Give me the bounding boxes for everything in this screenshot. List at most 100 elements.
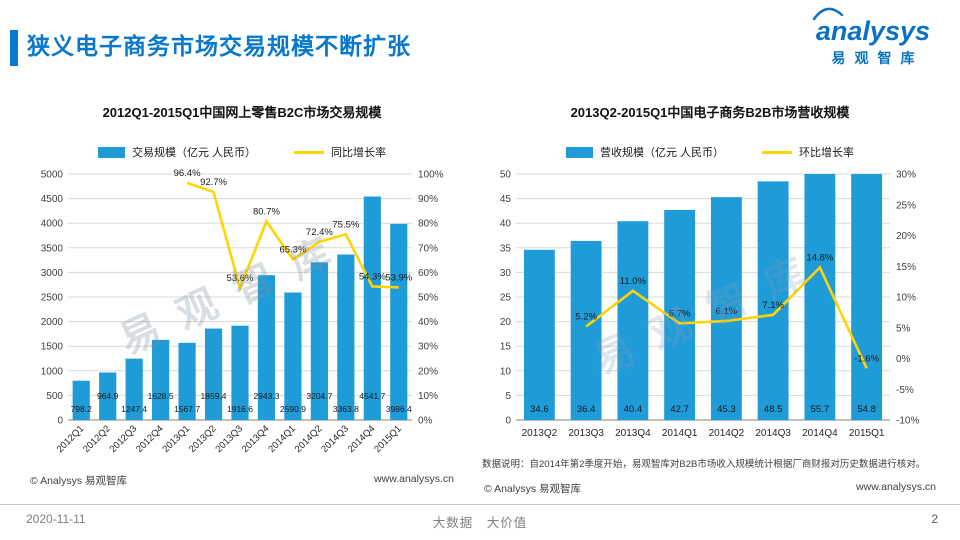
line-legend-label: 同比增长率 <box>331 147 387 159</box>
line-value-label: 14.8% <box>806 252 833 263</box>
bar-2012Q3 <box>125 358 143 420</box>
bar-value-label: 45.3 <box>717 404 736 415</box>
bar-2013Q3 <box>570 240 602 420</box>
left-tick-label: 30 <box>500 268 512 279</box>
right-tick-label: 50% <box>418 293 438 304</box>
bar-2012Q4 <box>152 339 170 420</box>
left-tick-label: 4000 <box>41 219 64 230</box>
line-value-label: 11.0% <box>620 276 647 287</box>
bar-legend-label: 交易规模（亿元 人民币） <box>131 147 257 159</box>
x-tick-label: 2015Q1 <box>849 428 885 439</box>
bar-legend-label: 营收规模（亿元 人民币） <box>599 147 725 159</box>
line-value-label: 53.9% <box>385 272 412 283</box>
bar-2013Q3 <box>231 325 249 420</box>
logo-swoosh-icon <box>812 7 844 21</box>
x-tick-label: 2012Q3 <box>108 423 140 455</box>
bar-2014Q3 <box>757 181 789 420</box>
bar-value-label: 1859.4 <box>201 391 227 401</box>
copyright-text: © Analysys 易观智库 <box>30 475 128 487</box>
footer-divider <box>0 504 960 505</box>
line-value-label: 65.3% <box>279 244 306 255</box>
left-tick-label: 3000 <box>41 268 64 279</box>
bar-2014Q4 <box>363 196 381 420</box>
logo-wordmark: analysys <box>815 16 930 46</box>
left-axis-labels: 0 500 1000 1500 2000 2500 3000 3500 4000 4500 5000 <box>41 170 64 427</box>
line-legend-swatch <box>294 150 325 154</box>
b2b-plot: 0 5 10 15 20 25 30 35 40 45 50 -10% -5% 0% 5% 10% 15% 20%… <box>500 170 920 440</box>
right-axis-labels: -10% -5% 0% 5% 10% 15% 20% 25% 30% <box>896 170 919 427</box>
right-tick-label: 10% <box>896 293 916 304</box>
bar-value-label: 798.2 <box>71 404 93 414</box>
x-tick-label: 2015Q1 <box>372 423 404 455</box>
x-tick-label: 2012Q1 <box>55 423 87 455</box>
x-tick-label: 2013Q1 <box>161 423 193 455</box>
bar-2014Q1 <box>284 292 302 420</box>
x-tick-label: 2014Q1 <box>662 428 698 439</box>
x-tick-label: 2014Q2 <box>709 428 745 439</box>
left-tick-label: 1500 <box>41 342 64 353</box>
left-tick-label: 3500 <box>41 243 64 254</box>
line-value-label: 75.5% <box>332 219 359 230</box>
bar-value-label: 1916.6 <box>227 404 253 414</box>
website-text: www.analysys.cn <box>856 481 936 493</box>
left-tick-label: 1000 <box>41 366 64 377</box>
bar-2013Q4 <box>257 275 276 420</box>
b2b-chart-section: 2013Q2-2015Q1中国电子商务B2B市场营收规模 营收规模（亿元 人民币… <box>478 92 942 496</box>
left-axis-labels: 0 5 10 15 20 25 30 35 40 45 50 <box>500 170 512 427</box>
right-tick-label: 70% <box>418 243 438 254</box>
right-tick-label: 0% <box>896 354 911 365</box>
right-tick-label: 90% <box>418 194 438 205</box>
left-tick-label: 0 <box>505 416 511 427</box>
bar-2014Q4 <box>804 174 836 420</box>
bar-value-label: 48.5 <box>764 404 783 415</box>
bar-value-label: 1567.7 <box>174 404 200 414</box>
page-number: 2 <box>931 512 938 526</box>
x-tick-label: 2013Q2 <box>187 423 219 455</box>
x-tick-label: 2013Q4 <box>615 428 651 439</box>
right-tick-label: -10% <box>896 416 919 427</box>
page-title: 狭义电子商务市场交易规模不断扩张 <box>27 33 411 59</box>
left-tick-label: 50 <box>500 170 512 181</box>
bar-value-label: 34.6 <box>530 404 549 415</box>
bar-value-label: 3363.8 <box>333 404 359 414</box>
growth-line <box>186 181 399 293</box>
left-tick-label: 5 <box>505 391 511 402</box>
bar-value-label: 55.7 <box>811 404 830 415</box>
left-tick-label: 40 <box>500 219 512 230</box>
right-tick-label: 100% <box>418 170 444 181</box>
line-value-label: 54.3% <box>359 271 386 282</box>
x-tick-label: 2013Q4 <box>240 423 272 455</box>
left-tick-label: 45 <box>500 194 512 205</box>
bar-value-label: 1247.4 <box>121 404 147 414</box>
bar-value-label: 40.4 <box>624 404 643 415</box>
line-value-label: 53.6% <box>227 273 254 284</box>
data-note: 数据说明：自2014年第2季度开始，易观智库对B2B市场收入规模统计根据厂商财报… <box>482 459 926 470</box>
bar-value-label: 2943.3 <box>253 391 279 401</box>
title-accent-bar <box>10 30 18 66</box>
right-tick-label: 25% <box>896 200 916 211</box>
line-value-label: 92.7% <box>200 177 227 188</box>
line-value-label: 80.7% <box>253 206 280 217</box>
x-axis-labels: 2012Q12012Q22012Q32012Q42013Q12013Q22013… <box>55 423 404 455</box>
copyright-text: © Analysys 易观智库 <box>484 483 582 495</box>
left-tick-label: 35 <box>500 243 512 254</box>
bar-value-labels: 798.2 964.91247.41628.51567.71859.41916.6… <box>71 391 412 414</box>
bar-value-labels: 34.6 36.4 40.4 42.7 45.3 48.5 55.7 54.8 <box>530 404 876 415</box>
logo-subtitle: 易观智库 <box>831 50 924 66</box>
bar-2014Q2 <box>310 262 328 420</box>
x-tick-label: 2014Q3 <box>319 423 351 455</box>
x-tick-label: 2013Q3 <box>213 423 245 455</box>
b2b-bar-legend-item: 营收规模（亿元 人民币） <box>565 144 725 160</box>
b2c-chart-footer: © Analysys 易观智库 www.analysys.cn <box>30 473 454 488</box>
bar-2013Q4 <box>617 221 649 420</box>
b2b-chart-title: 2013Q2-2015Q1中国电子商务B2B市场营收规模 <box>570 105 850 120</box>
right-tick-label: 30% <box>418 342 438 353</box>
b2c-chart-title: 2012Q1-2015Q1中国网上零售B2C市场交易规模 <box>102 105 382 120</box>
bar-value-label: 42.7 <box>670 404 689 415</box>
line-value-label: 5.2% <box>575 312 597 323</box>
x-tick-label: 2012Q4 <box>134 423 166 455</box>
bar-value-label: 2590.9 <box>280 404 306 414</box>
line-value-label: 5.7% <box>669 308 691 319</box>
left-tick-label: 2500 <box>41 293 64 304</box>
